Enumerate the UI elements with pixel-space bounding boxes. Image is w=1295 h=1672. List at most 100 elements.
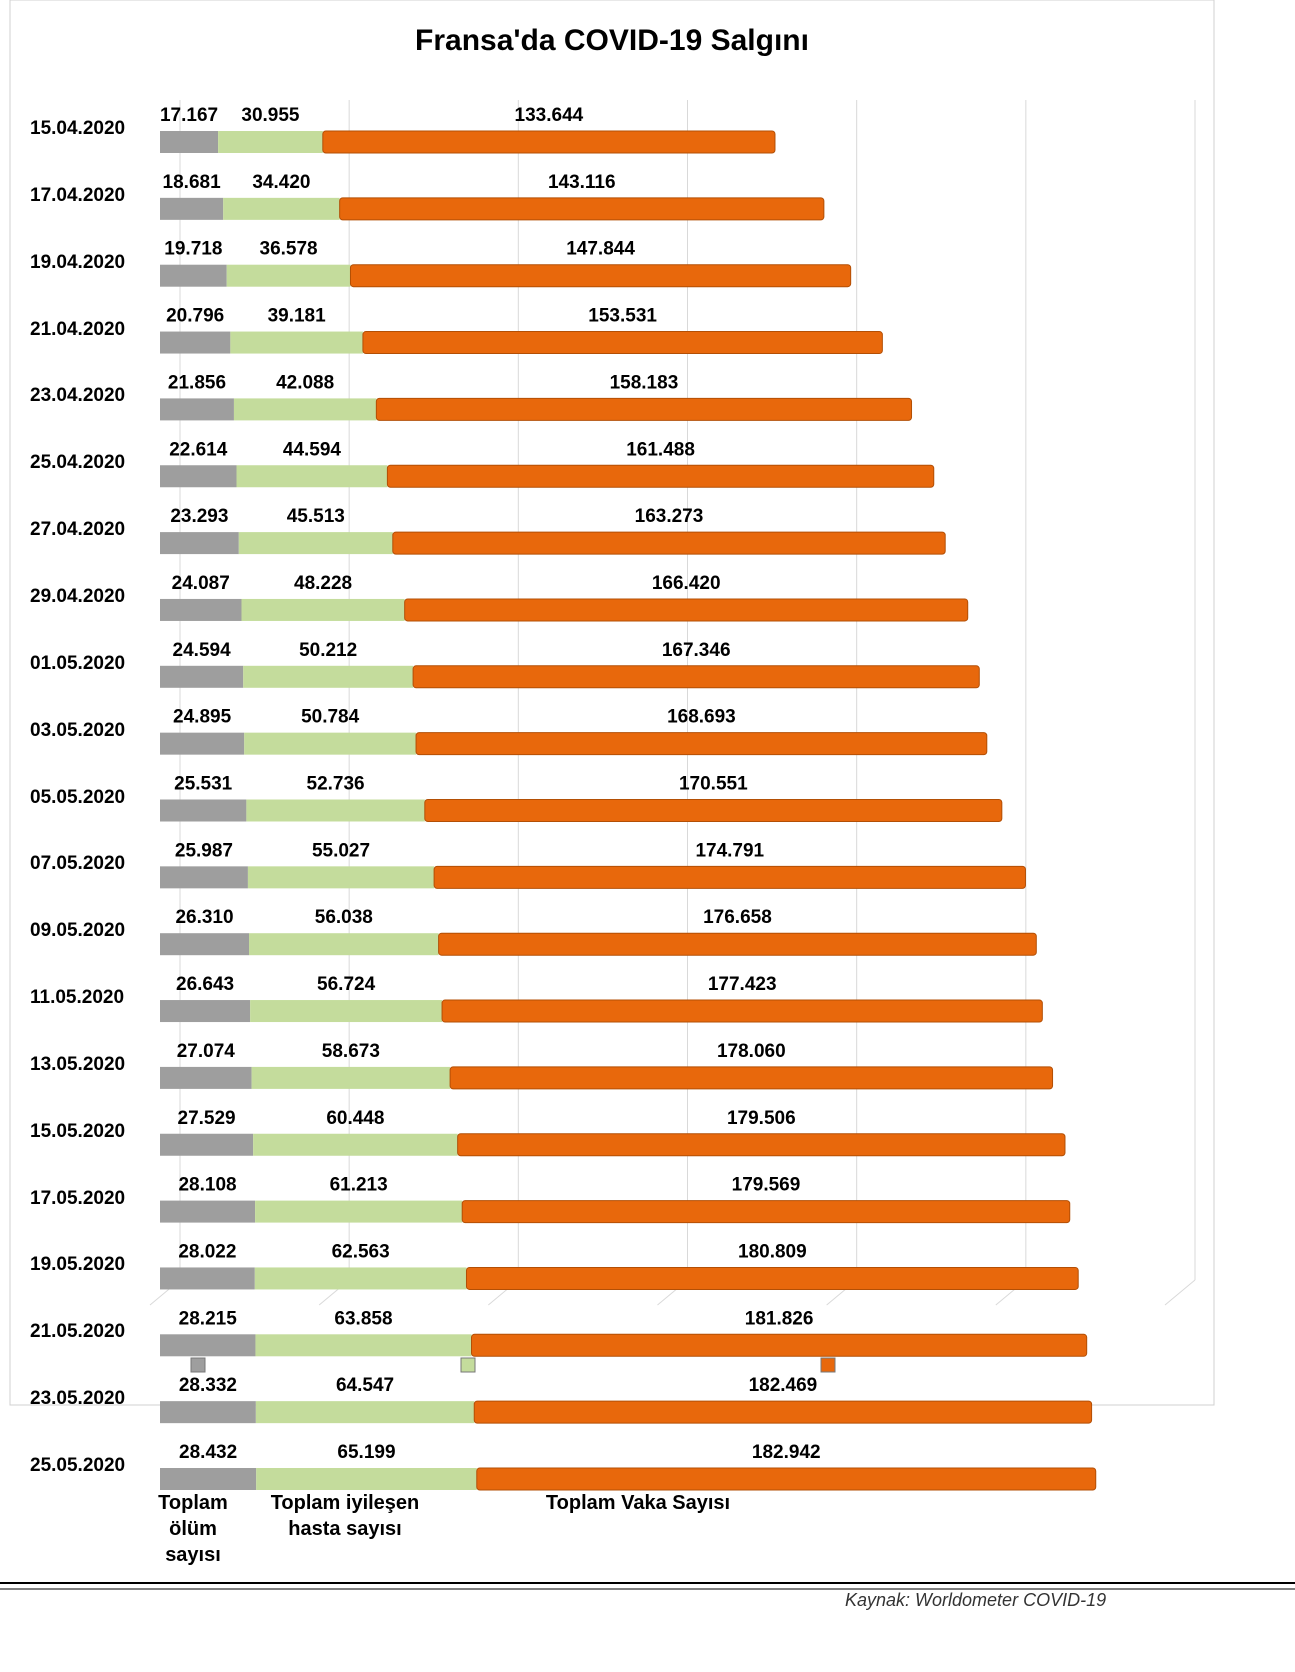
bar-segment [230,331,363,354]
bar-segment [415,732,988,756]
bar-segment [160,665,244,688]
value-label: 50.784 [301,707,360,728]
bar-segment [243,665,414,688]
value-label: 179.506 [727,1108,796,1129]
value-label: 180.809 [738,1241,807,1262]
y-tick-label: 07.05.2020 [30,853,126,875]
y-tick-label: 19.05.2020 [30,1254,126,1276]
y-tick-label: 17.05.2020 [30,1187,126,1209]
value-label: 64.547 [336,1375,394,1396]
bar-segment [438,932,1037,956]
y-tick-label: 15.05.2020 [30,1120,126,1142]
bar-segment [386,464,935,488]
bar-segment [160,465,237,488]
bar-segment [160,732,245,755]
y-tick-label: 03.05.2020 [30,719,126,741]
bar-segment [250,1000,443,1023]
value-label: 18.681 [163,172,222,193]
source: Kaynak: Worldometer COVID-19 [845,1590,1107,1610]
value-label: 19.718 [164,239,222,260]
value-label: 170.551 [679,774,748,795]
value-label: 36.578 [260,239,318,260]
value-label: 147.844 [566,239,635,260]
value-label: 153.531 [588,306,657,327]
value-label: 27.529 [178,1108,236,1129]
bar-segment [244,732,417,755]
bar-segment [160,1133,254,1156]
value-label: 21.856 [168,372,226,393]
bar-segment [476,1467,1097,1491]
bar-segment [473,1400,1093,1424]
value-label: 50.212 [299,640,357,661]
value-label: 27.074 [177,1041,236,1062]
bar-segment [441,999,1043,1023]
bar-segment [160,1200,256,1223]
bar-segment [471,1333,1088,1357]
y-tick-label: 09.05.2020 [30,920,126,942]
value-label: 28.215 [179,1308,238,1329]
bar-segment [249,933,439,956]
value-label: 56.038 [315,907,373,928]
value-label: 52.736 [307,774,365,795]
bar-segment [461,1200,1071,1224]
value-label: 182.942 [752,1442,821,1463]
y-tick-label: 11.05.2020 [30,987,125,1009]
bar-segment [238,532,393,555]
value-label: 48.228 [294,573,352,594]
bar-segment [160,398,234,421]
bar-segment [160,933,250,956]
bar-segment [253,1133,458,1156]
legend-label: Toplam ölüm sayısı [158,1492,228,1566]
y-tick-label: 29.04.2020 [30,585,126,607]
y-tick-label: 15.04.2020 [30,118,126,139]
y-tick-label: 25.05.2020 [30,1455,126,1476]
bar-segment [255,1401,475,1424]
value-label: 28.108 [178,1175,236,1196]
value-label: 181.826 [745,1308,814,1329]
bar-segment [339,197,825,221]
bar-segment [160,1066,252,1089]
value-label: 17.167 [160,105,218,126]
bar-segment [233,398,377,421]
value-label: 34.420 [252,172,310,193]
value-label: 42.088 [276,372,334,393]
bar-segment [223,197,340,220]
value-label: 25.987 [175,840,233,861]
value-label: 26.643 [176,974,234,995]
value-label: 23.293 [170,506,228,527]
bar-segment [160,264,227,287]
value-label: 45.513 [287,506,345,527]
value-label: 44.594 [283,439,342,460]
legend-swatch [190,1357,206,1373]
bar-segment [256,1468,477,1490]
bar-segment [241,598,405,621]
value-label: 55.027 [312,840,370,861]
value-label: 28.432 [179,1442,237,1463]
value-label: 61.213 [330,1175,388,1196]
legend-swatch [820,1357,836,1373]
value-label: 26.310 [175,907,233,928]
bar-segment [424,799,1003,822]
bar-segment [236,465,388,488]
value-label: 166.420 [652,573,721,594]
bar-segment [160,1401,256,1424]
value-label: 65.199 [337,1442,395,1463]
y-tick-label: 25.04.2020 [30,452,126,474]
value-label: 58.673 [322,1041,380,1062]
value-label: 174.791 [695,840,764,861]
bar-segment [362,331,883,355]
y-tick-label: 05.05.2020 [30,786,126,808]
value-label: 143.116 [548,172,616,193]
bar-segment [254,1267,467,1290]
y-tick-label: 21.04.2020 [30,318,126,340]
bar-segment [392,531,946,555]
bar-segment [255,1200,463,1223]
bar-segment [246,799,425,822]
bar-segment [160,1000,251,1023]
value-label: 39.181 [268,306,327,327]
bar-segment [160,197,224,220]
bar-segment [349,264,852,288]
value-label: 60.448 [326,1108,384,1129]
value-label: 179.569 [732,1175,801,1196]
